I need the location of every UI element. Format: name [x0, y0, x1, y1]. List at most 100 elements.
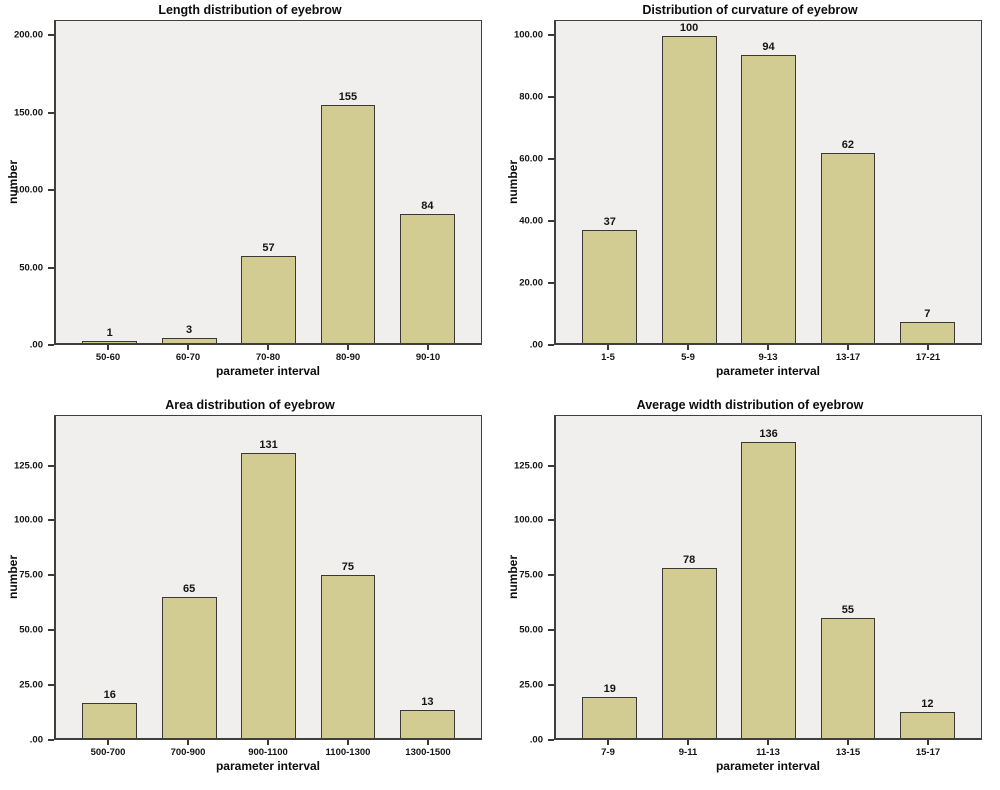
x-tick-mark	[607, 740, 609, 745]
y-tick-label: 125.00	[513, 460, 543, 472]
y-tick-mark	[548, 574, 554, 577]
bar	[161, 338, 217, 343]
x-tick-label: 70-80	[255, 352, 281, 363]
chart-area-distribution: Area distribution of eyebrow number .00 2…	[0, 395, 500, 790]
bar	[582, 229, 638, 343]
x-tick-label: 500-700	[90, 747, 126, 758]
bar	[661, 36, 717, 343]
y-tick-mark	[548, 464, 554, 467]
bar	[320, 105, 376, 343]
bar-group: 75	[308, 416, 387, 738]
y-tick-mark	[548, 96, 554, 99]
y-tick-mark	[548, 739, 554, 741]
bar-group: 1	[70, 21, 149, 343]
x-tick-mark	[347, 740, 349, 745]
y-tick-mark	[48, 519, 54, 522]
x-tick-mark	[187, 345, 189, 350]
bars-container: 16 65 131 75 13	[56, 416, 481, 738]
x-tick-label: 60-70	[175, 352, 201, 363]
bar-group: 84	[388, 21, 467, 343]
plot-area: 19 78 136 55 12	[554, 415, 982, 740]
x-tick-mark	[687, 345, 689, 350]
y-tick-mark	[48, 34, 54, 37]
x-tick-label: 700-900	[170, 747, 206, 758]
x-tick-label: 9-13	[758, 352, 778, 363]
bar-group: 19	[570, 416, 649, 738]
chart-average-width-distribution: Average width distribution of eyebrow nu…	[500, 395, 1000, 790]
x-tick-mark	[847, 345, 849, 350]
y-tick-label: .00	[29, 734, 43, 746]
bar-group: 136	[729, 416, 808, 738]
plot-area: 37 100 94 62 7	[554, 20, 982, 345]
y-tick-mark	[48, 266, 54, 269]
bar-group: 65	[149, 416, 228, 738]
x-axis: 500-700 700-900 900-1100 1100-1300 1300-1500	[54, 740, 482, 766]
x-tick-label: 5-9	[681, 352, 695, 363]
y-tick-mark	[548, 158, 554, 161]
bar	[741, 54, 796, 343]
chart-curvature-distribution: Distribution of curvature of eyebrow num…	[500, 0, 1000, 395]
x-category: 500-700	[68, 740, 148, 766]
y-tick-label: 50.00	[19, 624, 43, 636]
bar-group: 78	[649, 416, 728, 738]
x-tick-label: 11-13	[756, 747, 780, 758]
y-tick-mark	[548, 519, 554, 522]
x-tick-label: 17-21	[915, 352, 941, 363]
y-tick-label: 50.00	[19, 262, 43, 274]
x-tick-mark	[107, 345, 109, 350]
y-tick-label: 100.00	[13, 514, 43, 526]
x-category: 60-70	[148, 345, 228, 371]
bar	[161, 596, 217, 738]
chart-length-distribution: Length distribution of eyebrow number .0…	[0, 0, 500, 395]
bar-group: 131	[229, 416, 308, 738]
x-axis-title: parameter interval	[215, 364, 321, 378]
bar-value-label: 62	[841, 138, 855, 151]
x-tick-label: 13-15	[835, 747, 861, 758]
x-category: 9-11	[648, 740, 728, 766]
y-tick-label: 60.00	[519, 153, 543, 165]
bar-group: 3	[149, 21, 228, 343]
x-axis-title: parameter interval	[715, 364, 821, 378]
bar	[899, 321, 955, 343]
x-category: 11-13	[728, 740, 808, 766]
x-tick-label: 1-5	[601, 352, 615, 363]
x-tick-label: 1300-1500	[405, 747, 451, 758]
x-category: 5-9	[648, 345, 728, 371]
y-tick-label: 75.00	[19, 569, 43, 581]
x-category: 1-5	[568, 345, 648, 371]
x-axis-title: parameter interval	[715, 759, 821, 773]
x-tick-mark	[687, 740, 689, 745]
y-tick-mark	[48, 189, 54, 192]
x-category: 9-13	[728, 345, 808, 371]
bar	[820, 618, 876, 738]
x-axis: 50-60 60-70 70-80 80-90 90-10	[54, 345, 482, 371]
bar-value-label: 12	[921, 697, 934, 710]
plot-area: 16 65 131 75 13	[54, 415, 482, 740]
x-tick-label: 900-1100	[248, 747, 288, 758]
bar-value-label: 13	[421, 695, 434, 708]
x-category: 1300-1500	[388, 740, 468, 766]
x-tick-mark	[267, 345, 269, 350]
bar-value-label: 155	[338, 91, 358, 104]
x-tick-mark	[267, 740, 269, 745]
bar	[241, 453, 296, 738]
bar-group: 13	[388, 416, 467, 738]
x-category: 80-90	[308, 345, 388, 371]
x-tick-label: 7-9	[601, 747, 615, 758]
bar-value-label: 3	[186, 324, 193, 337]
x-tick-mark	[847, 740, 849, 745]
y-tick-label: 50.00	[519, 624, 543, 636]
x-category: 13-17	[808, 345, 888, 371]
x-category: 15-17	[888, 740, 968, 766]
bar-value-label: 131	[259, 439, 278, 451]
chart-title: Area distribution of eyebrow	[165, 398, 335, 412]
bar	[582, 696, 638, 738]
bar-value-label: 7	[924, 307, 931, 320]
bar-group: 100	[649, 21, 728, 343]
y-tick-label: 150.00	[13, 107, 43, 119]
x-tick-label: 13-17	[835, 352, 861, 363]
chart-title: Distribution of curvature of eyebrow	[642, 3, 858, 17]
plot-area: 1 3 57 155 84	[54, 20, 482, 345]
bar-value-label: 55	[841, 604, 855, 617]
